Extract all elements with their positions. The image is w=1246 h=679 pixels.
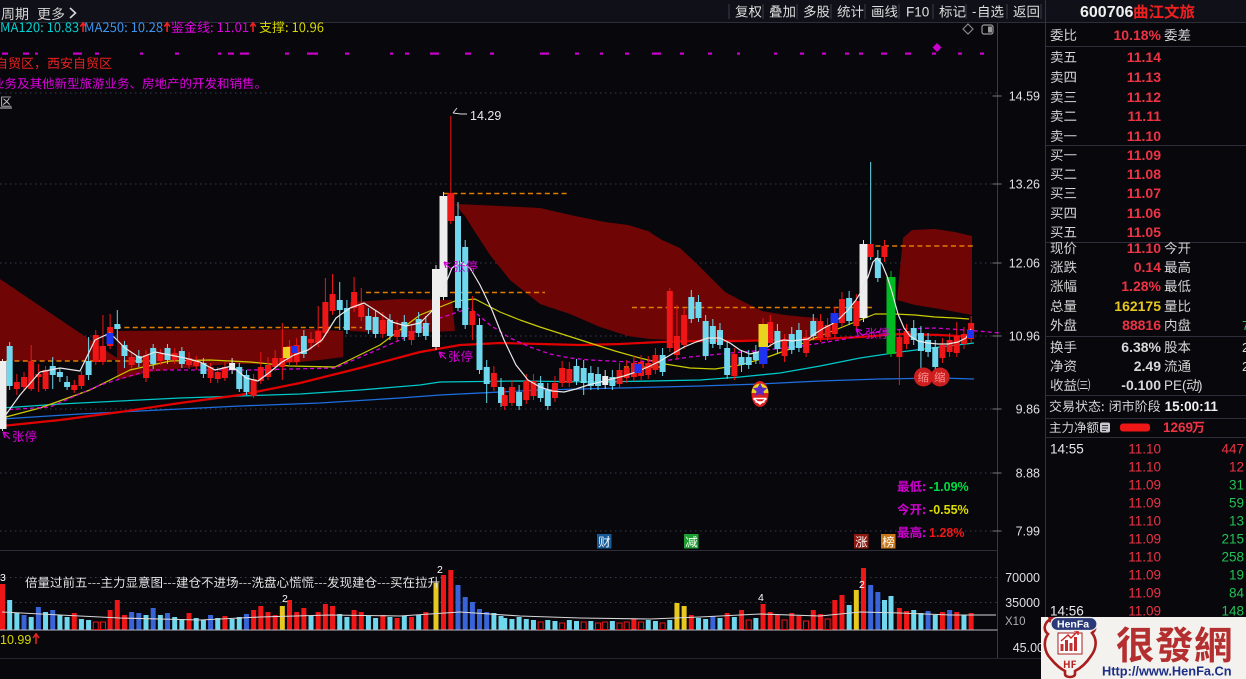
svg-text:11.09: 11.09 bbox=[1128, 586, 1161, 601]
svg-text:59: 59 bbox=[1229, 496, 1244, 511]
svg-text:11.10: 11.10 bbox=[1127, 128, 1161, 144]
svg-text:Http://www.HenFa.Cn: Http://www.HenFa.Cn bbox=[1102, 664, 1232, 679]
svg-text:7: 7 bbox=[1242, 318, 1246, 333]
svg-text:4: 4 bbox=[758, 592, 764, 604]
svg-text:15:00:11: 15:00:11 bbox=[1165, 399, 1219, 414]
svg-text:X10: X10 bbox=[1005, 616, 1025, 628]
svg-text:600706: 600706 bbox=[1080, 4, 1133, 21]
svg-text:13: 13 bbox=[1229, 514, 1244, 529]
svg-text:-1.09%: -1.09% bbox=[929, 480, 969, 494]
svg-text:-0.55%: -0.55% bbox=[929, 503, 969, 517]
svg-text:F10: F10 bbox=[906, 5, 929, 20]
svg-text:14.29: 14.29 bbox=[470, 109, 501, 123]
svg-text:2: 2 bbox=[282, 593, 288, 605]
svg-text:1.28%: 1.28% bbox=[1121, 278, 1161, 294]
svg-text:11.13: 11.13 bbox=[1127, 69, 1161, 85]
svg-text:7.99: 7.99 bbox=[1016, 525, 1040, 539]
svg-text:11.10: 11.10 bbox=[1128, 550, 1161, 565]
svg-text:11.12: 11.12 bbox=[1127, 89, 1161, 105]
svg-text:6.38%: 6.38% bbox=[1121, 339, 1161, 355]
svg-text:1.28%: 1.28% bbox=[929, 526, 964, 540]
svg-text:HenFa: HenFa bbox=[1057, 619, 1089, 631]
svg-text:11.09: 11.09 bbox=[1128, 568, 1161, 583]
svg-text:35000: 35000 bbox=[1005, 596, 1040, 610]
svg-text:10.18%: 10.18% bbox=[1114, 27, 1162, 43]
svg-text:2: 2 bbox=[859, 579, 865, 591]
svg-text:148: 148 bbox=[1221, 604, 1244, 619]
svg-text:215: 215 bbox=[1221, 532, 1244, 547]
svg-text:11.10: 11.10 bbox=[1128, 460, 1161, 475]
svg-text:10.96: 10.96 bbox=[1009, 330, 1040, 344]
svg-text:-: - bbox=[972, 4, 976, 19]
svg-text:11.06: 11.06 bbox=[1127, 205, 1161, 221]
svg-text:14:55: 14:55 bbox=[1050, 442, 1084, 457]
svg-text:11.09: 11.09 bbox=[1128, 532, 1161, 547]
svg-text:11.11: 11.11 bbox=[1128, 108, 1162, 124]
svg-text:12.06: 12.06 bbox=[1009, 257, 1040, 271]
svg-text:2: 2 bbox=[1242, 340, 1246, 355]
svg-text:11.09: 11.09 bbox=[1128, 604, 1161, 619]
svg-text:88816: 88816 bbox=[1122, 317, 1161, 333]
svg-text:11.08: 11.08 bbox=[1127, 166, 1161, 182]
svg-text:258: 258 bbox=[1221, 550, 1244, 565]
svg-text:447: 447 bbox=[1221, 442, 1244, 457]
svg-text:11.14: 11.14 bbox=[1127, 49, 1161, 65]
svg-text:0.14: 0.14 bbox=[1134, 259, 1161, 275]
svg-text:2: 2 bbox=[1242, 359, 1246, 374]
svg-text:11.07: 11.07 bbox=[1127, 185, 1161, 201]
svg-text:19: 19 bbox=[1229, 568, 1244, 583]
svg-text:14:56: 14:56 bbox=[1050, 604, 1084, 619]
svg-text:11.10: 11.10 bbox=[1127, 240, 1161, 256]
svg-text:PE(: PE( bbox=[1164, 378, 1187, 393]
svg-text:11.05: 11.05 bbox=[1127, 224, 1161, 240]
svg-text:31: 31 bbox=[1229, 478, 1244, 493]
svg-text:45.00: 45.00 bbox=[1013, 641, 1044, 655]
svg-text:9.86: 9.86 bbox=[1016, 403, 1040, 417]
svg-text:11.09: 11.09 bbox=[1128, 478, 1161, 493]
svg-text:13.26: 13.26 bbox=[1009, 178, 1040, 192]
svg-text:2.49: 2.49 bbox=[1134, 358, 1161, 374]
svg-text:14.59: 14.59 bbox=[1009, 90, 1040, 104]
svg-text:3: 3 bbox=[0, 572, 6, 584]
svg-text:84: 84 bbox=[1229, 586, 1245, 601]
svg-text:-0.100: -0.100 bbox=[1121, 377, 1161, 393]
svg-text:2: 2 bbox=[437, 564, 443, 576]
svg-text:10.99: 10.99 bbox=[0, 633, 31, 647]
svg-text:11.10: 11.10 bbox=[1128, 442, 1161, 457]
svg-text:1269: 1269 bbox=[1163, 420, 1193, 435]
svg-text:70000: 70000 bbox=[1005, 571, 1040, 585]
svg-text:11.09: 11.09 bbox=[1128, 496, 1161, 511]
svg-text:12: 12 bbox=[1229, 460, 1244, 475]
svg-text:11.10: 11.10 bbox=[1128, 514, 1161, 529]
svg-text:8.88: 8.88 bbox=[1016, 467, 1040, 481]
svg-text:11.09: 11.09 bbox=[1127, 147, 1161, 163]
svg-text:162175: 162175 bbox=[1114, 298, 1161, 314]
svg-text:): ) bbox=[1198, 378, 1203, 393]
